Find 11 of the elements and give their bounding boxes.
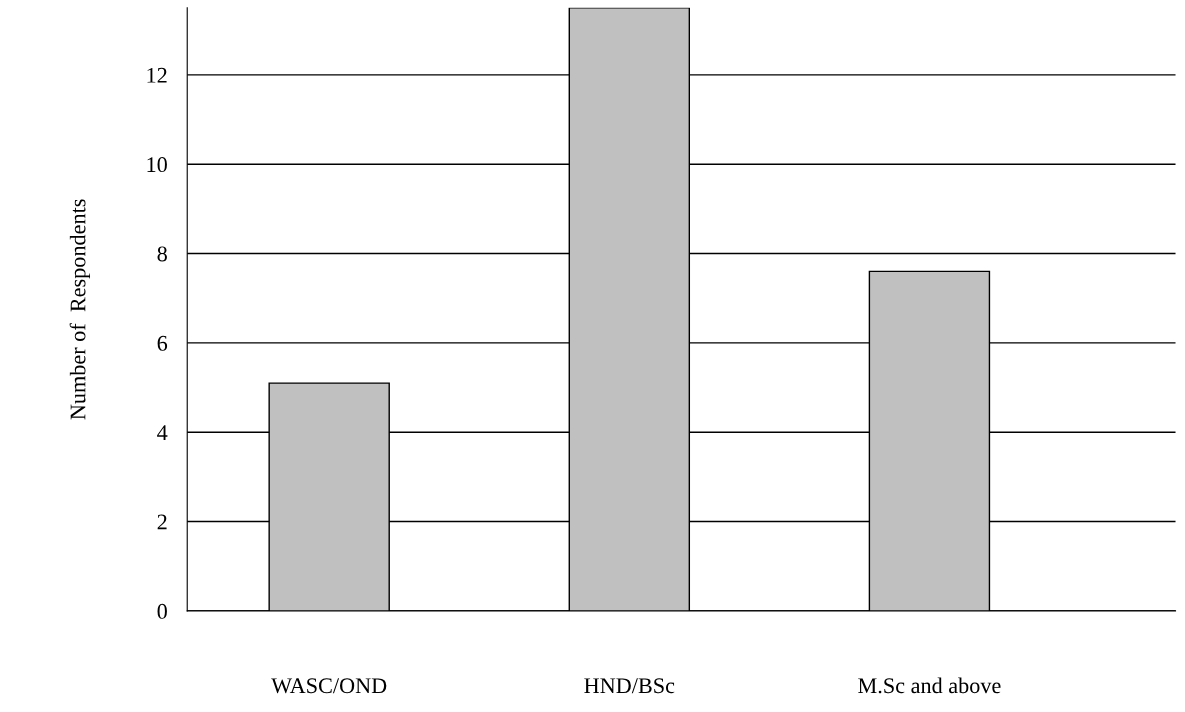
x-tick-label: HND/BSc [584,678,675,694]
y-tick-label: 8 [157,246,167,262]
y-tick-label: 4 [157,425,168,440]
x-tick-label: WASC/OND [271,678,387,694]
y-tick-label: 10 [147,157,167,173]
y-tick-label: 6 [157,335,168,351]
x-tick-label: M.Sc and above [858,677,1001,694]
y-axis-title: Number of Respondents [69,199,91,420]
y-tick-label: 0 [157,603,167,619]
y-tick-label: 12 [147,67,167,83]
y-tick-label: 2 [157,514,167,530]
